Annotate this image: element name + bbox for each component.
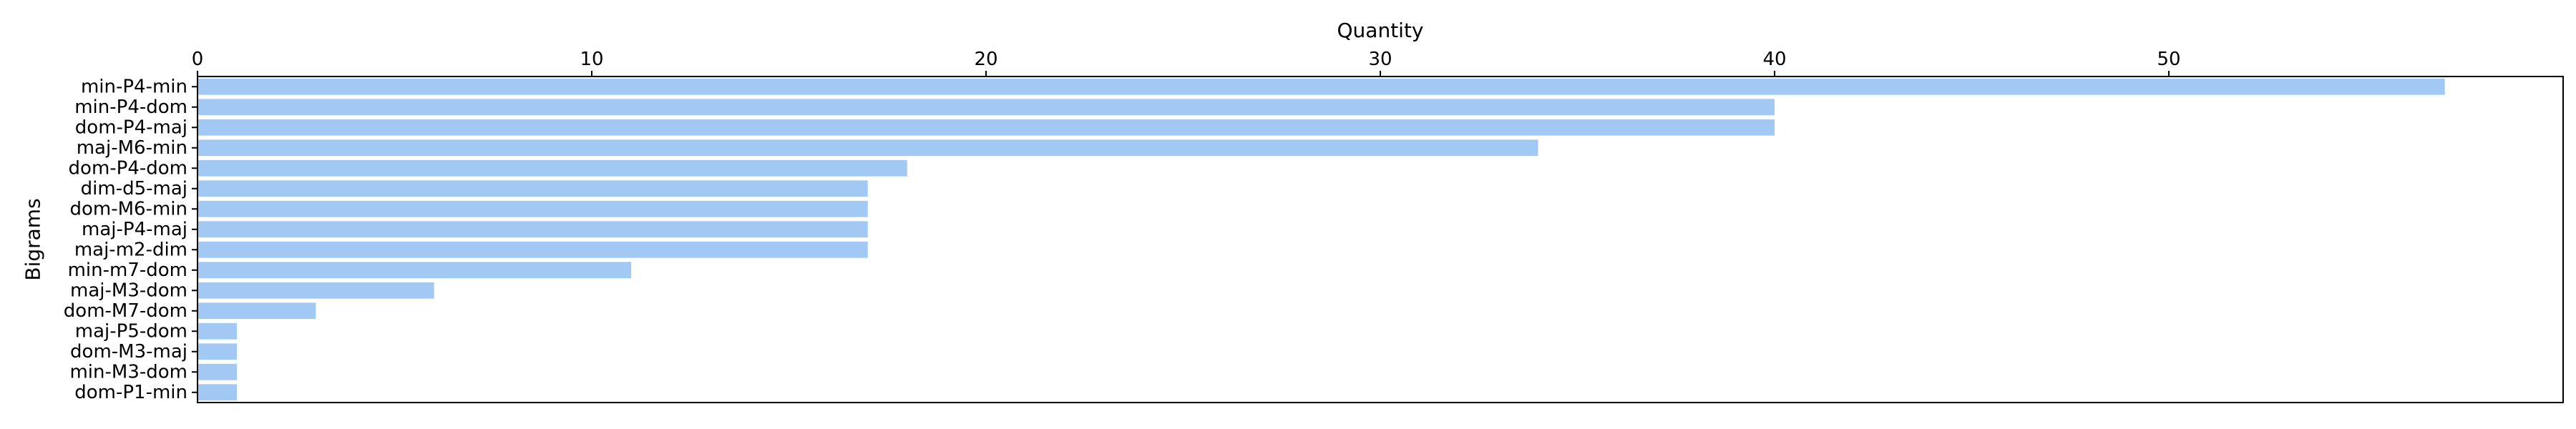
bar-dom-M7-dom xyxy=(197,302,316,320)
x-tick-label: 40 xyxy=(1762,49,1786,70)
x-tick-label: 20 xyxy=(974,49,997,70)
bar-dom-P4-maj xyxy=(197,119,1775,136)
y-axis-ticks: min-P4-minmin-P4-domdom-P4-majmaj-M6-min… xyxy=(64,76,197,403)
y-tick-label: min-P4-min xyxy=(81,76,187,97)
y-tick-label: dom-P4-maj xyxy=(75,117,187,138)
bar-min-P4-min xyxy=(197,78,2445,95)
bar-min-P4-dom xyxy=(197,99,1775,116)
y-tick-label: maj-P5-dom xyxy=(75,320,187,342)
y-tick-label: maj-P4-maj xyxy=(82,219,187,240)
y-tick-label: dom-M3-maj xyxy=(70,341,187,363)
y-axis-label: Bigrams xyxy=(21,198,45,280)
y-tick-label: maj-M3-dom xyxy=(70,280,187,301)
bar-maj-m2-dim xyxy=(197,241,868,258)
x-tick-label: 10 xyxy=(580,49,603,70)
y-tick-label: dom-P1-min xyxy=(74,382,187,403)
x-tick-label: 30 xyxy=(1368,49,1392,70)
x-tick-label: 0 xyxy=(192,49,204,70)
y-tick-label: min-m7-dom xyxy=(68,260,187,281)
bar-dom-M6-min xyxy=(197,200,868,217)
bar-dom-P1-min xyxy=(197,384,238,401)
y-tick-label: min-P4-dom xyxy=(74,97,187,118)
bar-maj-M3-dom xyxy=(197,282,434,299)
y-tick-label: dom-P4-dom xyxy=(69,157,187,179)
y-tick-label: dom-M7-dom xyxy=(64,300,187,322)
bar-maj-P5-dom xyxy=(197,322,238,340)
bar-dom-P4-dom xyxy=(197,159,907,177)
bar-dim-d5-maj xyxy=(197,180,868,197)
y-tick-label: maj-m2-dim xyxy=(74,239,187,260)
y-tick-label: min-M3-dom xyxy=(69,361,187,383)
x-axis-label: Quantity xyxy=(1337,19,1424,42)
y-tick-label: dom-M6-min xyxy=(69,198,187,220)
bar-min-m7-dom xyxy=(197,262,632,279)
bar-min-M3-dom xyxy=(197,363,238,380)
y-tick-label: maj-M6-min xyxy=(77,137,187,159)
bar-dom-M3-maj xyxy=(197,343,238,360)
bars xyxy=(197,78,2445,401)
x-axis-ticks: 0 10 20 30 40 50 xyxy=(192,49,2181,77)
x-tick-label: 50 xyxy=(2157,49,2180,70)
bar-maj-P4-maj xyxy=(197,221,868,238)
bar-maj-M6-min xyxy=(197,139,1538,157)
y-tick-label: dim-d5-maj xyxy=(81,178,187,199)
